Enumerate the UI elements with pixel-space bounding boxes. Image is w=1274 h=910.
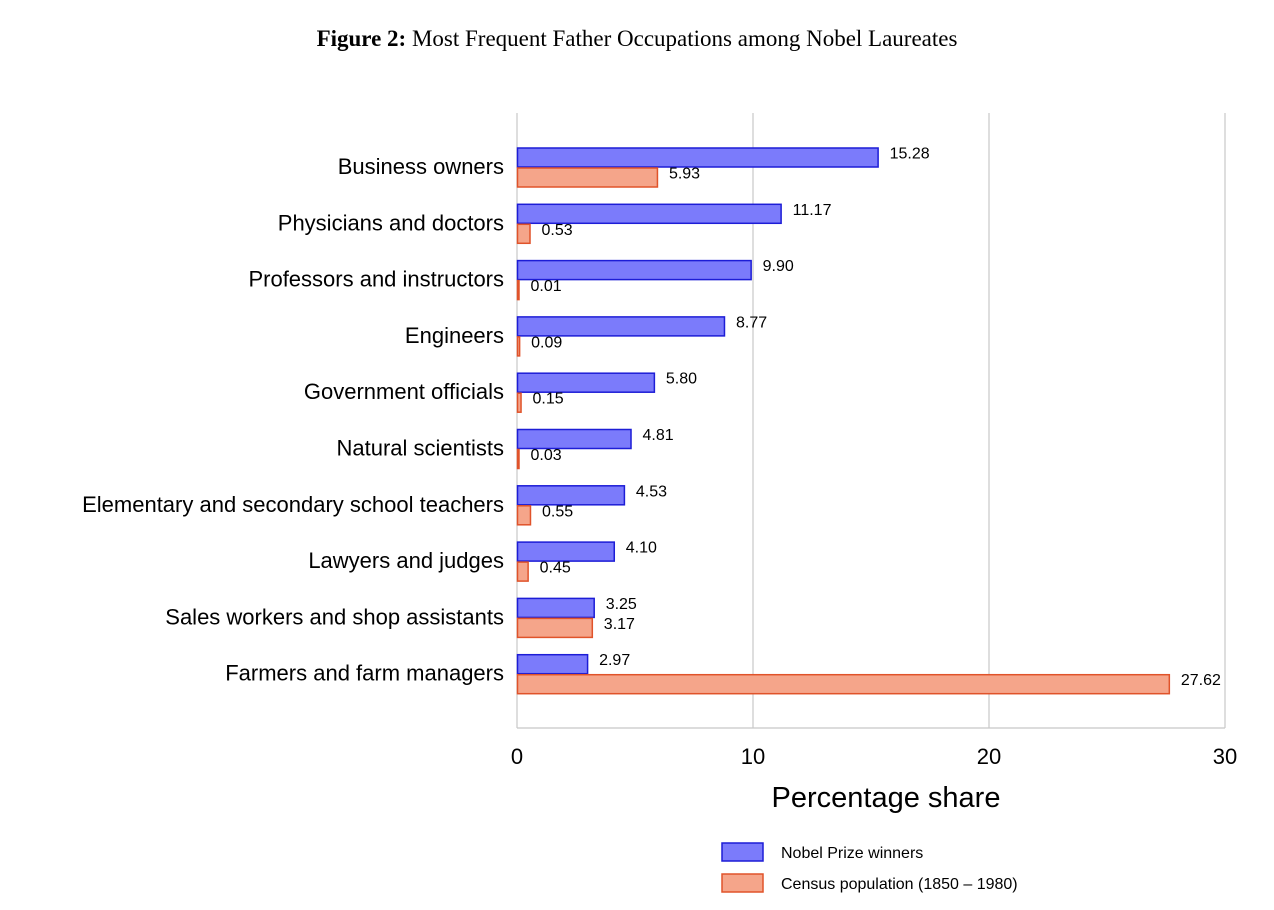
bars [516, 147, 1171, 695]
figure-title: Figure 2: Most Frequent Father Occupatio… [0, 26, 1274, 52]
bar-nobel [516, 203, 782, 225]
figure-number: Figure 2: [316, 26, 407, 51]
data-label: 4.53 [636, 483, 667, 500]
legend-label: Nobel Prize winners [781, 845, 923, 862]
data-label: 4.81 [643, 427, 674, 444]
category-label: Farmers and farm managers [225, 661, 504, 686]
bar-census [516, 505, 532, 526]
category-label: Lawyers and judges [308, 548, 504, 573]
legend-label: Census population (1850 – 1980) [781, 876, 1018, 893]
data-label: 8.77 [736, 314, 767, 331]
bar-census [516, 561, 529, 582]
x-tick-label: 30 [1213, 744, 1237, 769]
category-label: Elementary and secondary school teachers [82, 492, 504, 517]
bar-nobel [516, 428, 632, 450]
data-label: 5.80 [666, 371, 697, 388]
category-label: Physicians and doctors [278, 210, 504, 235]
data-label: 15.28 [890, 146, 930, 163]
x-axis-title: Percentage share [772, 782, 1001, 814]
bar-nobel [516, 541, 616, 562]
bar-nobel [516, 316, 726, 337]
figure-caption: Most Frequent Father Occupations among N… [411, 26, 958, 51]
data-label: 27.62 [1181, 672, 1221, 689]
x-tick-label: 10 [741, 744, 765, 769]
legend-swatch [721, 873, 764, 893]
data-label: 0.55 [542, 503, 573, 520]
category-label: Sales workers and shop assistants [165, 604, 504, 629]
bar-census [516, 448, 520, 470]
data-label: 3.25 [606, 596, 637, 613]
data-label: 2.97 [599, 652, 630, 669]
data-label: 0.15 [533, 391, 564, 408]
data-label: 3.17 [604, 616, 635, 633]
labels: 0 10 20 30 Percentage share Business owners 15… [82, 146, 1237, 815]
data-label: 11.17 [793, 202, 832, 219]
bar-census [516, 673, 1171, 695]
category-label: Natural scientists [336, 436, 504, 461]
category-label: Engineers [405, 323, 504, 348]
bar-nobel [516, 485, 626, 506]
bar-census [516, 336, 521, 357]
legend: Nobel Prize winners Census population (18… [721, 842, 1018, 893]
bar-nobel [516, 372, 656, 393]
x-tick-label: 0 [511, 744, 523, 769]
bar-census [516, 167, 659, 188]
data-label: 0.03 [531, 447, 562, 464]
bar-census [516, 392, 522, 413]
data-label: 0.09 [531, 334, 562, 351]
x-tick-label: 20 [977, 744, 1001, 769]
data-label: 0.45 [540, 560, 571, 577]
data-label: 0.53 [542, 222, 573, 239]
bar-nobel [516, 653, 589, 675]
category-label: Business owners [338, 154, 504, 179]
category-label: Government officials [304, 379, 504, 404]
bar-nobel [516, 597, 595, 619]
category-label: Professors and instructors [248, 267, 504, 292]
bar-nobel [516, 259, 752, 281]
data-label: 9.90 [763, 258, 794, 275]
data-label: 0.01 [531, 278, 562, 295]
legend-swatch [721, 842, 764, 862]
bar-nobel [516, 147, 879, 168]
bar-census [516, 223, 531, 245]
bar-census [516, 617, 594, 639]
data-label: 5.93 [669, 166, 700, 183]
data-label: 4.10 [626, 540, 657, 557]
bar-census [516, 279, 520, 301]
